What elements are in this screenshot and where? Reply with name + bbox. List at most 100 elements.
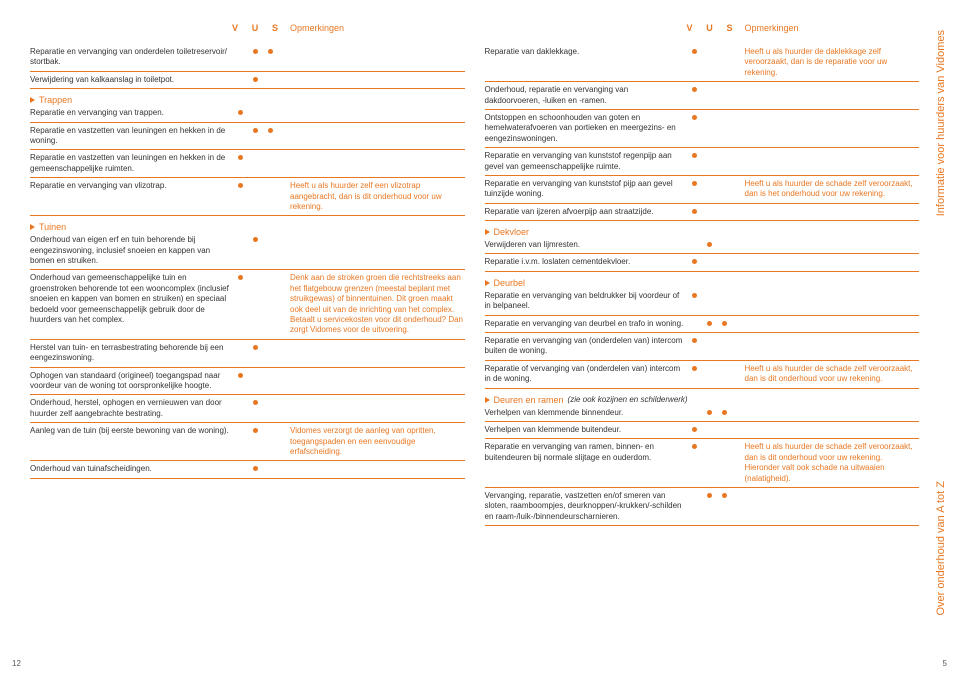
row-description: Reparatie van daklekkage.	[485, 47, 685, 78]
dot-v	[692, 366, 697, 371]
dot-v	[692, 49, 697, 54]
vus-dots	[685, 442, 735, 484]
dot-u	[707, 153, 712, 158]
row-description: Reparatie of vervanging van (onderdelen …	[485, 364, 685, 385]
dot-s	[722, 493, 727, 498]
table-row: Reparatie en vervanging van kunststof re…	[485, 148, 920, 176]
row-remarks	[735, 257, 920, 267]
dot-v	[238, 128, 243, 133]
row-description: Reparatie van ijzeren afvoerpijp aan str…	[485, 207, 685, 217]
vus-dots	[685, 151, 735, 172]
dot-v	[238, 275, 243, 280]
row-description: Ophogen van standaard (origineel) toegan…	[30, 371, 230, 392]
dot-s	[268, 49, 273, 54]
dot-s	[268, 155, 273, 160]
dot-s	[722, 427, 727, 432]
row-description: Reparatie en vastzetten van leuningen en…	[30, 126, 230, 147]
dot-v	[238, 400, 243, 405]
vus-dots	[685, 336, 735, 357]
table-row: Vervanging, reparatie, vastzetten en/of …	[485, 488, 920, 526]
vus-dots	[230, 343, 280, 364]
vus-dots	[685, 85, 735, 106]
vus-dots	[230, 108, 280, 118]
row-description: Reparatie en vervanging van onderdelen t…	[30, 47, 230, 68]
table-row: Reparatie en vervanging van kunststof pi…	[485, 176, 920, 204]
vus-dots	[230, 464, 280, 474]
table-row: Reparatie van daklekkage.Heeft u als huu…	[485, 44, 920, 82]
dot-s	[722, 410, 727, 415]
dot-s	[268, 345, 273, 350]
row-description: Reparatie en vervanging van vlizotrap.	[30, 181, 230, 212]
row-description: Herstel van tuin- en terrasbestrating be…	[30, 343, 230, 364]
table-row: Verwijderen van lijmresten.	[485, 237, 920, 254]
col-u: U	[250, 23, 260, 33]
col-u: U	[705, 23, 715, 33]
dot-v	[692, 493, 697, 498]
row-description: Onderhoud, reparatie en vervanging van d…	[485, 85, 685, 106]
triangle-icon	[30, 97, 35, 103]
dot-u	[253, 237, 258, 242]
table-row: Reparatie en vervanging van beldrukker b…	[485, 288, 920, 316]
dot-v	[692, 321, 697, 326]
vertical-label-bottom: Over onderhoud van A tot Z	[935, 481, 947, 616]
table-row: Verhelpen van klemmende buitendeur.	[485, 422, 920, 439]
dot-u	[253, 345, 258, 350]
section-title: Tuinen	[30, 222, 465, 232]
row-remarks	[280, 75, 465, 85]
row-remarks	[735, 336, 920, 357]
table-row: Aanleg van de tuin (bij eerste bewoning …	[30, 423, 465, 461]
dot-s	[722, 209, 727, 214]
right-rows-container: Reparatie van daklekkage. Heeft u als huu…	[485, 44, 920, 526]
dot-v	[692, 115, 697, 120]
vus-dots	[230, 371, 280, 392]
left-page: V U S Opmerkingen Reparatie en vervangin…	[30, 20, 465, 656]
vus-dots	[685, 47, 735, 78]
row-remarks: Heeft u als huurder de schade zelf veroo…	[735, 364, 920, 385]
row-description: Verwijderen van lijmresten.	[485, 240, 685, 250]
dot-u	[253, 155, 258, 160]
dot-v	[692, 293, 697, 298]
vus-dots	[230, 153, 280, 174]
dot-u	[707, 410, 712, 415]
table-row: Herstel van tuin- en terrasbestrating be…	[30, 340, 465, 368]
vus-dots	[685, 207, 735, 217]
table-row: Reparatie en vervanging van vlizotrap.He…	[30, 178, 465, 216]
page-spread: V U S Opmerkingen Reparatie en vervangin…	[30, 20, 919, 656]
table-row: Reparatie van ijzeren afvoerpijp aan str…	[485, 204, 920, 221]
row-remarks: Heeft u als huurder de schade zelf veroo…	[735, 179, 920, 200]
vus-dots	[230, 398, 280, 419]
vus-header: V U S	[685, 23, 735, 33]
table-row: Reparatie en vervanging van (onderdelen …	[485, 333, 920, 361]
col-s: S	[725, 23, 735, 33]
dot-v	[238, 466, 243, 471]
dot-s	[722, 49, 727, 54]
dot-u	[707, 115, 712, 120]
header-row: V U S Opmerkingen	[485, 20, 920, 36]
dot-s	[722, 338, 727, 343]
dot-u	[707, 493, 712, 498]
table-row: Onderhoud, reparatie en vervanging van d…	[485, 82, 920, 110]
right-page: V U S Opmerkingen Reparatie van daklekka…	[485, 20, 920, 656]
dot-u	[253, 428, 258, 433]
vus-dots	[230, 47, 280, 68]
row-description: Verwijdering van kalkaanslag in toiletpo…	[30, 75, 230, 85]
remarks-header: Opmerkingen	[745, 23, 799, 33]
row-description: Reparatie en vervanging van trappen.	[30, 108, 230, 118]
dot-s	[268, 183, 273, 188]
row-remarks	[735, 151, 920, 172]
row-description: Verhelpen van klemmende buitendeur.	[485, 425, 685, 435]
vus-dots	[685, 113, 735, 144]
dot-u	[707, 209, 712, 214]
dot-v	[238, 237, 243, 242]
table-row: Reparatie en vervanging van trappen.	[30, 105, 465, 122]
vus-dots	[685, 364, 735, 385]
dot-u	[253, 49, 258, 54]
dot-u	[707, 427, 712, 432]
vus-dots	[685, 491, 735, 522]
table-row: Reparatie en vastzetten van leuningen en…	[30, 123, 465, 151]
dot-v	[692, 259, 697, 264]
dot-s	[722, 242, 727, 247]
dot-u	[707, 338, 712, 343]
row-remarks	[735, 408, 920, 418]
dot-s	[722, 293, 727, 298]
